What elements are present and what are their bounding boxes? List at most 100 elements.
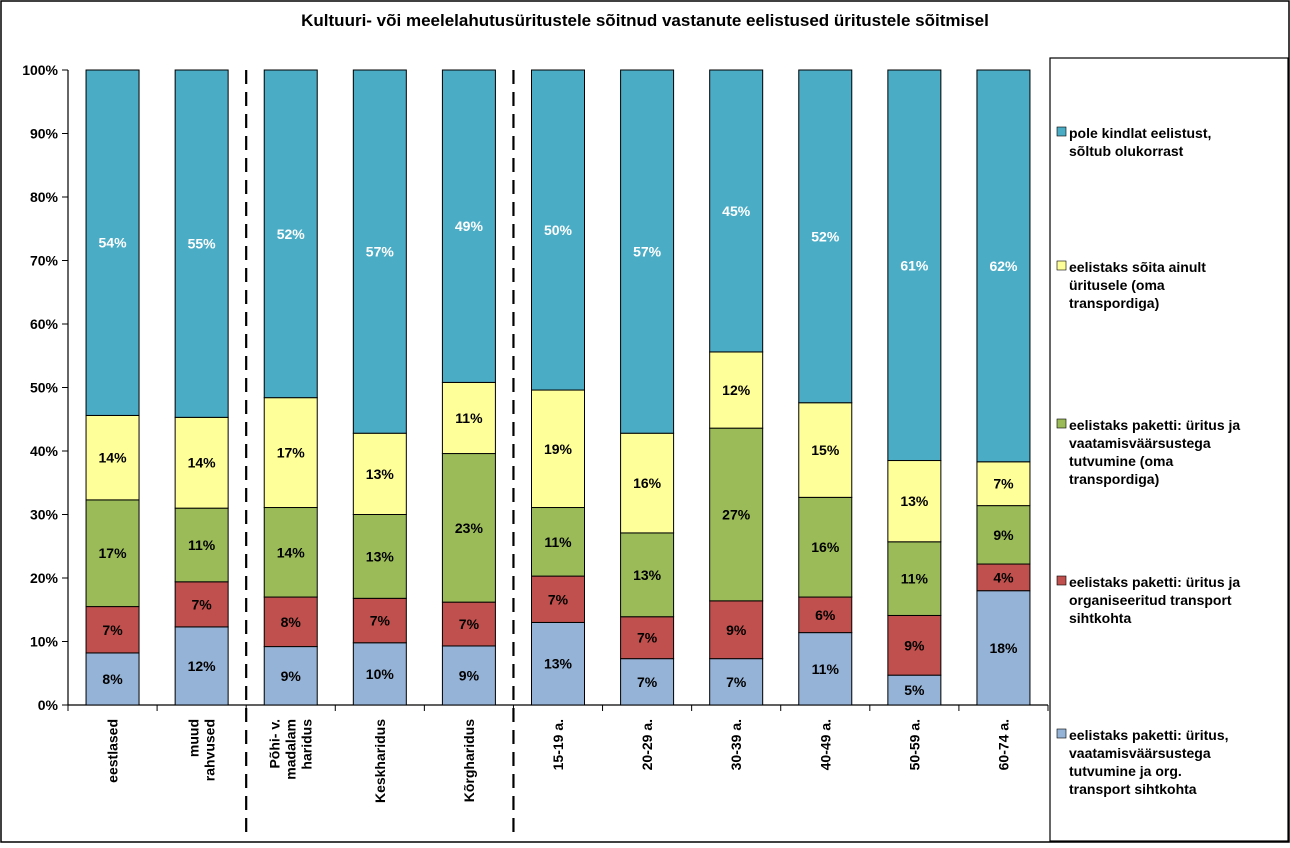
x-tick-label: 40-49 a. bbox=[817, 719, 833, 770]
bar-segment-s3-c8 bbox=[798, 402, 853, 498]
legend-label: vaatamisväärsustega bbox=[1069, 745, 1211, 761]
bar-segment-s1-c8 bbox=[798, 596, 853, 634]
y-tick-label: 20% bbox=[30, 570, 59, 586]
legend-swatch bbox=[1056, 126, 1067, 137]
data-label-s0-c4: 9% bbox=[459, 667, 480, 683]
x-tick-label: muudrahvused bbox=[186, 719, 218, 781]
data-label-s1-c4: 7% bbox=[459, 616, 480, 632]
data-label-s1-c7: 9% bbox=[726, 622, 747, 638]
data-label-s4-c0: 54% bbox=[99, 235, 128, 251]
bar-segment-s3-c10 bbox=[976, 461, 1031, 507]
bar-segment-s1-c9 bbox=[887, 614, 942, 676]
data-label-s0-c7: 7% bbox=[726, 674, 747, 690]
data-label-s4-c10: 62% bbox=[989, 258, 1018, 274]
legend-label: transport sihtkohta bbox=[1069, 781, 1197, 797]
x-tick-label: 30-39 a. bbox=[728, 719, 744, 770]
data-label-s3-c1: 14% bbox=[188, 455, 217, 471]
data-label-s2-c1: 11% bbox=[188, 537, 216, 553]
bar-segment-s3-c1 bbox=[174, 416, 229, 509]
bar-segment-s4-c1 bbox=[174, 69, 229, 418]
data-label-s3-c8: 15% bbox=[811, 442, 840, 458]
bar-segment-s0-c1 bbox=[174, 626, 229, 706]
legend-label: organiseeritud transport bbox=[1069, 592, 1232, 608]
data-label-s2-c10: 9% bbox=[993, 527, 1014, 543]
data-label-s4-c2: 52% bbox=[277, 226, 306, 242]
data-label-s0-c3: 10% bbox=[366, 666, 395, 682]
bar-segment-s1-c1 bbox=[174, 581, 229, 628]
bar-segment-s0-c10 bbox=[976, 590, 1031, 706]
data-label-s0-c0: 8% bbox=[102, 671, 123, 687]
data-label-s4-c3: 57% bbox=[366, 244, 395, 260]
bar-segment-s4-c5 bbox=[531, 69, 585, 391]
data-label-s1-c3: 7% bbox=[370, 613, 391, 629]
bar-segment-s0-c4 bbox=[441, 645, 496, 706]
legend-label: eelistaks paketti: üritus ja bbox=[1069, 417, 1240, 433]
bar-segment-s4-c2 bbox=[263, 69, 318, 399]
legend-label: pole kindlat eelistust, bbox=[1069, 125, 1211, 141]
bar-segment-s3-c0 bbox=[85, 414, 140, 501]
data-label-s2-c2: 14% bbox=[277, 544, 306, 560]
data-label-s0-c2: 9% bbox=[281, 668, 302, 684]
chart-title: Kultuuri- või meelelahutusüritustele sõi… bbox=[301, 11, 989, 30]
bar-segment-s1-c6 bbox=[620, 616, 675, 660]
data-label-s2-c5: 11% bbox=[544, 534, 572, 550]
legend: pole kindlat eelistust, sõltub olukorrast… bbox=[1056, 125, 1240, 797]
bar-segment-s0-c8 bbox=[798, 632, 853, 706]
y-tick-label: 80% bbox=[30, 189, 59, 205]
bar-segment-s2-c0 bbox=[85, 499, 140, 608]
x-tick-label: Põhi- v.madalamharidus bbox=[267, 719, 315, 780]
data-label-s2-c8: 16% bbox=[811, 539, 840, 555]
x-tick-label: 50-59 a. bbox=[906, 719, 922, 770]
x-tick-label: Keskharidus bbox=[372, 719, 388, 803]
legend-label: transpordiga) bbox=[1069, 471, 1159, 487]
data-label-s1-c10: 4% bbox=[993, 569, 1014, 585]
bar-segment-s2-c3 bbox=[352, 514, 407, 599]
data-label-s0-c1: 12% bbox=[188, 658, 217, 674]
bar-segment-s0-c0 bbox=[85, 652, 140, 706]
data-label-s0-c10: 18% bbox=[989, 640, 1018, 656]
data-label-s2-c7: 27% bbox=[722, 507, 751, 523]
x-tick-label: eestlased bbox=[105, 719, 121, 783]
bar-segment-s3-c3 bbox=[352, 432, 407, 515]
y-tick-label: 10% bbox=[30, 634, 59, 650]
data-label-s4-c6: 57% bbox=[633, 244, 662, 260]
legend-box bbox=[1049, 57, 1289, 842]
bar-segment-s4-c10 bbox=[976, 69, 1031, 463]
bar-segment-s0-c7 bbox=[709, 658, 764, 706]
data-label-s2-c3: 13% bbox=[366, 548, 395, 564]
data-label-s4-c1: 55% bbox=[188, 236, 217, 252]
bar-segment-s2-c9 bbox=[887, 541, 942, 616]
bar-segment-s1-c4 bbox=[441, 601, 496, 647]
data-label-s1-c1: 7% bbox=[192, 596, 213, 612]
y-tick-label: 30% bbox=[30, 507, 59, 523]
bar-segment-s4-c6 bbox=[620, 69, 675, 434]
legend-swatch bbox=[1056, 575, 1067, 586]
bar-segment-s4-c8 bbox=[798, 69, 853, 404]
data-label-s3-c5: 19% bbox=[544, 441, 573, 457]
bar-segment-s4-c7 bbox=[709, 69, 764, 353]
bar-segment-s0-c2 bbox=[263, 646, 318, 706]
data-label-s0-c8: 11% bbox=[812, 661, 840, 677]
y-tick-label: 90% bbox=[30, 126, 59, 142]
y-tick-label: 70% bbox=[30, 253, 59, 269]
bar-segment-s3-c4 bbox=[441, 381, 496, 455]
legend-label: eelistaks paketti: üritus ja bbox=[1069, 574, 1240, 590]
x-tick-label: 15-19 a. bbox=[550, 719, 566, 770]
bar-segment-s4-c4 bbox=[441, 69, 496, 383]
x-tick-label: 20-29 a. bbox=[639, 719, 655, 770]
bar-segment-s1-c7 bbox=[709, 600, 764, 660]
data-label-s3-c3: 13% bbox=[366, 466, 395, 482]
bar-segment-s2-c7 bbox=[709, 427, 764, 602]
data-label-s1-c8: 6% bbox=[815, 607, 836, 623]
data-label-s3-c0: 14% bbox=[99, 450, 128, 466]
legend-label: tutvumine ja org. bbox=[1069, 763, 1182, 779]
bar-segment-s2-c8 bbox=[798, 496, 853, 598]
bar-segment-s3-c2 bbox=[263, 397, 318, 509]
bar-segment-s3-c6 bbox=[620, 432, 675, 534]
bar-segment-s0-c3 bbox=[352, 642, 407, 706]
legend-label: eelistaks sõita ainult bbox=[1069, 259, 1206, 275]
bar-segment-s2-c6 bbox=[620, 532, 675, 618]
legend-label: üritusele (oma bbox=[1069, 277, 1165, 293]
data-label-s3-c9: 13% bbox=[900, 493, 929, 509]
